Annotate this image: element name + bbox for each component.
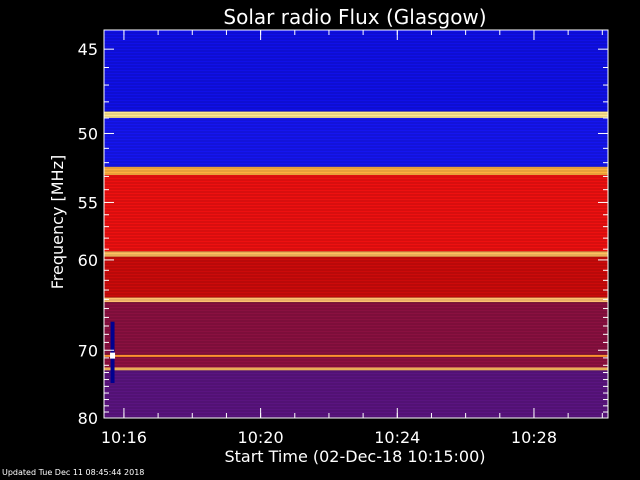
band-5: [104, 251, 608, 257]
y-tick-label-60: 60: [78, 251, 98, 270]
x-tick-label-10:16: 10:16: [101, 428, 147, 447]
y-tick-label-70: 70: [78, 341, 98, 360]
band-7: [104, 297, 608, 303]
band-12: [104, 370, 608, 418]
x-axis-label: Start Time (02-Dec-18 10:15:00): [224, 447, 485, 466]
band-3: [104, 166, 608, 176]
band-10: [104, 357, 608, 368]
band-9: [104, 354, 608, 358]
band-2: [104, 117, 608, 167]
chart-title: Solar radio Flux (Glasgow): [223, 5, 486, 29]
band-4: [104, 175, 608, 252]
x-tick-label-10:24: 10:24: [374, 428, 420, 447]
y-tick-label-55: 55: [78, 193, 98, 212]
band-6: [104, 256, 608, 298]
band-8: [104, 302, 608, 355]
band-texture: [104, 29, 608, 418]
x-tick-label-10:28: 10:28: [511, 428, 557, 447]
band-0: [104, 30, 608, 112]
band-1: [104, 111, 608, 118]
plot-frame: [103, 29, 609, 419]
y-axis-label: Frequency [MHz]: [48, 155, 67, 289]
updated-timestamp: Updated Tue Dec 11 08:45:44 2018: [2, 468, 145, 477]
y-tick-label-45: 45: [78, 40, 98, 59]
burst-0: [110, 321, 115, 383]
y-tick-label-80: 80: [78, 409, 98, 428]
x-tick-label-10:20: 10:20: [238, 428, 284, 447]
band-11: [104, 367, 608, 371]
spot-1: [110, 352, 116, 359]
heatmap-plot-area: [104, 29, 608, 418]
y-tick-label-50: 50: [78, 124, 98, 143]
